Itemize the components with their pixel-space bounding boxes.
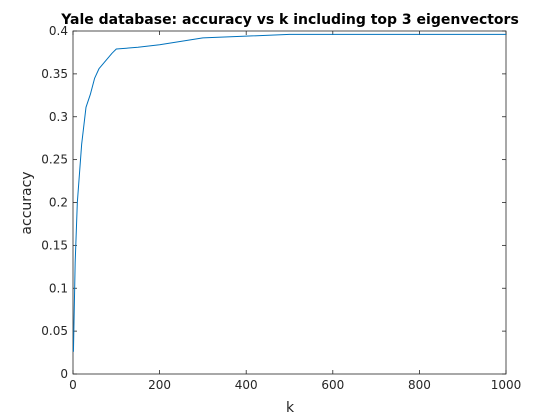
axes-box <box>72 30 507 375</box>
plot-area: 0 200 400 600 800 1000 0 0.05 0.1 0.15 0.2 0.25 0.3 0… <box>41 24 521 392</box>
x-tick-label: 800 <box>408 378 431 392</box>
y-axis-label: accuracy <box>19 171 35 234</box>
y-tick-label: 0 <box>60 367 68 381</box>
x-tick-label: 400 <box>235 378 258 392</box>
y-tick-label: 0.3 <box>49 110 68 124</box>
y-tick-label: 0.15 <box>41 238 68 252</box>
y-tick-label: 0.4 <box>49 24 68 38</box>
x-tick-label: 0 <box>69 378 77 392</box>
x-tick-label: 600 <box>321 378 344 392</box>
y-tick-label: 0.1 <box>49 281 68 295</box>
y-tick-label: 0.35 <box>41 67 68 81</box>
x-tick-label: 200 <box>148 378 171 392</box>
series-line-accuracy <box>72 33 506 352</box>
x-tick-label: 1000 <box>491 378 522 392</box>
chart-title: Yale database: accuracy vs k including t… <box>60 12 519 28</box>
y-tick-label: 0.25 <box>41 153 68 167</box>
y-tick-label: 0.2 <box>49 196 68 210</box>
x-axis-label: k <box>286 400 295 416</box>
y-tick-label: 0.05 <box>41 324 68 338</box>
